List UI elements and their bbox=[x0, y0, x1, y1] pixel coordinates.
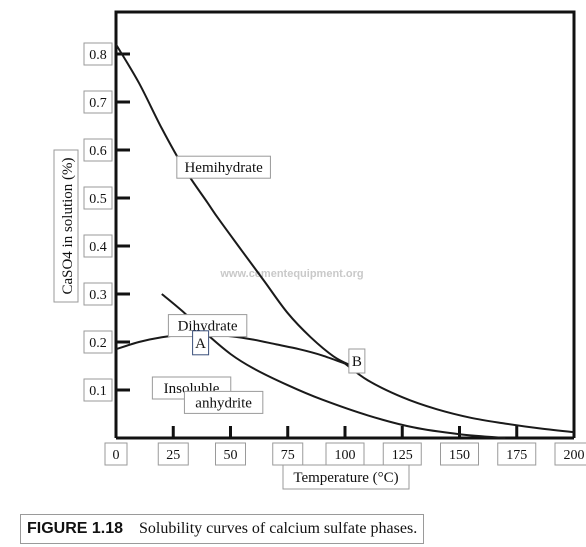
x-tick-label: 200 bbox=[564, 448, 585, 463]
figure-label: FIGURE 1.18 bbox=[27, 520, 124, 537]
figure-caption-text: Solubility curves of calcium sulfate pha… bbox=[139, 520, 418, 537]
y-tick-label-box bbox=[83, 282, 113, 306]
y-tick-label: 0.8 bbox=[89, 48, 107, 63]
y-tick-label: 0.6 bbox=[89, 144, 107, 159]
y-tick-label-box bbox=[83, 90, 113, 114]
x-tick-label-box bbox=[104, 442, 128, 466]
y-tick-label: 0.3 bbox=[89, 288, 107, 303]
y-axis-title: CaSO4 in solution (%) bbox=[60, 157, 76, 294]
y-tick-label: 0.2 bbox=[89, 336, 107, 351]
label-box-hemihydrate bbox=[176, 155, 271, 179]
x-tick-label: 125 bbox=[392, 448, 413, 463]
y-tick-label: 0.4 bbox=[89, 240, 107, 255]
point-label-b: B bbox=[352, 354, 362, 370]
y-tick-label: 0.7 bbox=[89, 96, 107, 111]
x-tick-label: 50 bbox=[224, 448, 238, 463]
x-axis-title-box bbox=[282, 464, 410, 490]
curve-continuation bbox=[344, 362, 575, 434]
y-tick-label-box bbox=[83, 186, 113, 210]
x-tick-label: 0 bbox=[113, 448, 120, 463]
point-box-a bbox=[192, 330, 210, 356]
x-tick-label-box bbox=[215, 442, 246, 466]
y-tick-label: 0.1 bbox=[89, 384, 107, 399]
plot-frame bbox=[114, 10, 576, 438]
point-label-a: A bbox=[195, 336, 206, 352]
x-tick-label-box bbox=[497, 442, 537, 466]
label-box-anhydrite bbox=[183, 390, 264, 414]
x-tick-label-box bbox=[440, 442, 479, 466]
x-tick-label: 100 bbox=[335, 448, 356, 463]
x-axis-title: Temperature (°C) bbox=[293, 470, 398, 486]
x-tick-label: 25 bbox=[166, 448, 180, 463]
y-tick-label: 0.5 bbox=[89, 192, 107, 207]
label-hemihydrate: Hemihydrate bbox=[184, 160, 263, 176]
x-tick-label-box bbox=[157, 442, 189, 466]
y-tick-label-box bbox=[83, 138, 113, 162]
figure-caption: FIGURE 1.18 Solubility curves of calcium… bbox=[20, 514, 425, 544]
y-tick-label-box bbox=[83, 378, 113, 402]
x-tick-label: 75 bbox=[281, 448, 295, 463]
curve-hemihydrate bbox=[115, 43, 353, 367]
point-box-b bbox=[348, 348, 366, 374]
solubility-chart: 0.1 0.2 0.3 0.4 0.5 0.6 0.7 0.8 0 25 50 75 100 125 150… bbox=[53, 10, 586, 490]
y-tick-label-box bbox=[83, 330, 113, 354]
watermark: www.cementequipment.org bbox=[219, 268, 363, 280]
y-tick-label-box bbox=[83, 42, 113, 66]
x-tick-label: 150 bbox=[449, 448, 470, 463]
y-tick-label-box bbox=[83, 234, 113, 258]
curve-dihydrate bbox=[115, 333, 353, 367]
y-axis-title-box bbox=[53, 149, 79, 303]
x-tick-label-box bbox=[554, 442, 586, 466]
label-anhydrite: anhydrite bbox=[195, 395, 252, 411]
x-tick-label: 175 bbox=[506, 448, 527, 463]
